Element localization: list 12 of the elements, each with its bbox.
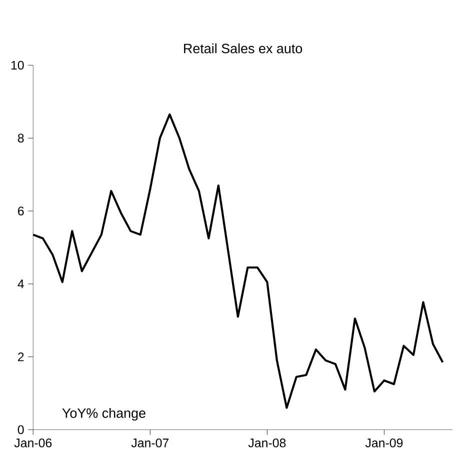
x-tick-label: Jan-09 (365, 438, 403, 448)
chart-title: Retail Sales ex auto (184, 43, 302, 54)
y-tick-label: 2 (18, 352, 24, 362)
x-tick-label: Jan-08 (248, 438, 286, 448)
x-tick-label: Jan-07 (131, 438, 169, 448)
y-tick-label: 6 (18, 206, 24, 216)
y-tick-label: 4 (18, 280, 24, 288)
y-tick-label: 10 (11, 60, 24, 70)
y-tick-label: 8 (18, 134, 24, 143)
y-tick-label: 0 (18, 425, 24, 434)
annotation: YoY% change (62, 408, 146, 421)
x-tick-label: Jan-06 (14, 438, 52, 448)
